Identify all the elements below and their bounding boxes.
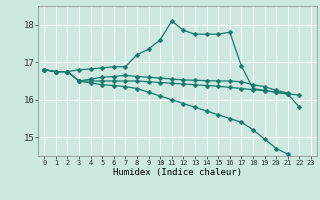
X-axis label: Humidex (Indice chaleur): Humidex (Indice chaleur)	[113, 168, 242, 177]
